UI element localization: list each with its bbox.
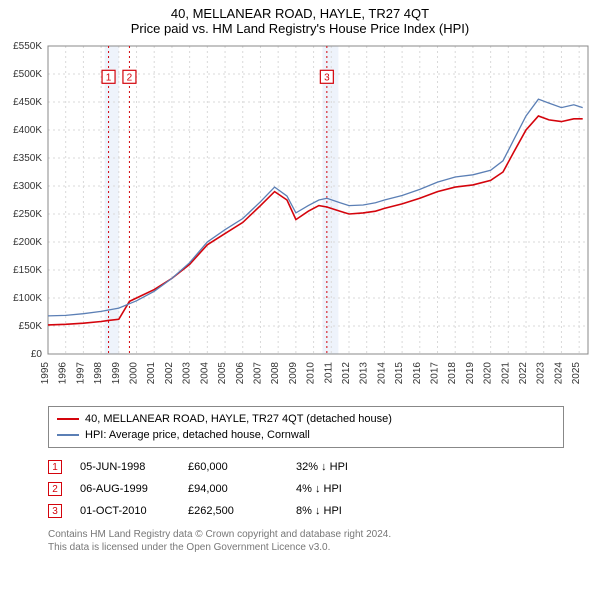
svg-text:2013: 2013 bbox=[359, 362, 370, 385]
svg-text:2014: 2014 bbox=[376, 362, 387, 385]
event-row: 2 06-AUG-1999 £94,000 4% ↓ HPI bbox=[48, 478, 564, 500]
svg-text:2015: 2015 bbox=[394, 362, 405, 385]
event-date: 01-OCT-2010 bbox=[80, 505, 170, 517]
footer-attribution: Contains HM Land Registry data © Crown c… bbox=[48, 528, 564, 554]
event-price: £60,000 bbox=[188, 461, 278, 473]
legend-label: 40, MELLANEAR ROAD, HAYLE, TR27 4QT (det… bbox=[85, 413, 392, 425]
svg-text:2012: 2012 bbox=[341, 362, 352, 385]
legend-swatch bbox=[57, 434, 79, 436]
svg-text:£350K: £350K bbox=[13, 153, 42, 164]
event-price: £262,500 bbox=[188, 505, 278, 517]
event-date: 05-JUN-1998 bbox=[80, 461, 170, 473]
event-marker: 2 bbox=[48, 482, 62, 496]
svg-text:£450K: £450K bbox=[13, 97, 42, 108]
legend-item: HPI: Average price, detached house, Corn… bbox=[57, 427, 555, 443]
svg-text:2006: 2006 bbox=[235, 362, 246, 385]
svg-text:1999: 1999 bbox=[111, 362, 122, 385]
event-marker: 1 bbox=[48, 460, 62, 474]
svg-text:2002: 2002 bbox=[164, 362, 175, 385]
svg-text:2010: 2010 bbox=[306, 362, 317, 385]
svg-text:£500K: £500K bbox=[13, 69, 42, 80]
line-chart: £0 £50K £100K £150K £200K £250K £300K £350K £400… bbox=[0, 40, 600, 400]
chart-container: £0 £50K £100K £150K £200K £250K £300K £350K £400… bbox=[0, 40, 600, 400]
legend-label: HPI: Average price, detached house, Corn… bbox=[85, 429, 310, 441]
footer-line2: This data is licensed under the Open Gov… bbox=[48, 541, 564, 554]
svg-text:£200K: £200K bbox=[13, 237, 42, 248]
svg-text:2023: 2023 bbox=[536, 362, 547, 385]
svg-text:£100K: £100K bbox=[13, 293, 42, 304]
svg-text:1997: 1997 bbox=[75, 362, 86, 385]
svg-text:£250K: £250K bbox=[13, 209, 42, 220]
svg-text:2005: 2005 bbox=[217, 362, 228, 385]
svg-text:2003: 2003 bbox=[182, 362, 193, 385]
event-list: 1 05-JUN-1998 £60,000 32% ↓ HPI 2 06-AUG-1999… bbox=[48, 456, 564, 522]
event-row: 3 01-OCT-2010 £262,500 8% ↓ HPI bbox=[48, 500, 564, 522]
svg-text:£50K: £50K bbox=[19, 321, 43, 332]
chart-title-line1: 40, MELLANEAR ROAD, HAYLE, TR27 4QT bbox=[0, 0, 600, 21]
svg-text:1: 1 bbox=[106, 72, 112, 83]
event-date: 06-AUG-1999 bbox=[80, 483, 170, 495]
svg-text:1995: 1995 bbox=[40, 362, 51, 385]
event-hpi-delta: 8% ↓ HPI bbox=[296, 505, 342, 517]
svg-text:2008: 2008 bbox=[270, 362, 281, 385]
svg-text:2001: 2001 bbox=[146, 362, 157, 385]
svg-text:2017: 2017 bbox=[430, 362, 441, 385]
svg-text:1998: 1998 bbox=[93, 362, 104, 385]
svg-text:1996: 1996 bbox=[58, 362, 69, 385]
svg-text:2: 2 bbox=[127, 72, 133, 83]
svg-text:2018: 2018 bbox=[447, 362, 458, 385]
chart-title-line2: Price paid vs. HM Land Registry's House … bbox=[0, 21, 600, 40]
legend-item: 40, MELLANEAR ROAD, HAYLE, TR27 4QT (det… bbox=[57, 411, 555, 427]
legend: 40, MELLANEAR ROAD, HAYLE, TR27 4QT (det… bbox=[48, 406, 564, 448]
svg-text:2004: 2004 bbox=[199, 362, 210, 385]
svg-text:£550K: £550K bbox=[13, 41, 42, 52]
legend-swatch bbox=[57, 418, 79, 420]
svg-text:£400K: £400K bbox=[13, 125, 42, 136]
svg-text:2016: 2016 bbox=[412, 362, 423, 385]
svg-text:2007: 2007 bbox=[252, 362, 263, 385]
event-row: 1 05-JUN-1998 £60,000 32% ↓ HPI bbox=[48, 456, 564, 478]
event-marker: 3 bbox=[48, 504, 62, 518]
footer-line1: Contains HM Land Registry data © Crown c… bbox=[48, 528, 564, 541]
svg-text:2000: 2000 bbox=[129, 362, 140, 385]
svg-text:2024: 2024 bbox=[553, 362, 564, 385]
svg-text:2020: 2020 bbox=[483, 362, 494, 385]
event-hpi-delta: 4% ↓ HPI bbox=[296, 483, 342, 495]
svg-text:3: 3 bbox=[324, 72, 330, 83]
event-price: £94,000 bbox=[188, 483, 278, 495]
svg-text:2021: 2021 bbox=[500, 362, 511, 385]
svg-text:2025: 2025 bbox=[571, 362, 582, 385]
svg-text:2019: 2019 bbox=[465, 362, 476, 385]
svg-text:£0: £0 bbox=[31, 349, 43, 360]
svg-text:2009: 2009 bbox=[288, 362, 299, 385]
event-hpi-delta: 32% ↓ HPI bbox=[296, 461, 348, 473]
svg-text:£300K: £300K bbox=[13, 181, 42, 192]
svg-text:£150K: £150K bbox=[13, 265, 42, 276]
svg-text:2022: 2022 bbox=[518, 362, 529, 385]
svg-text:2011: 2011 bbox=[323, 362, 334, 384]
